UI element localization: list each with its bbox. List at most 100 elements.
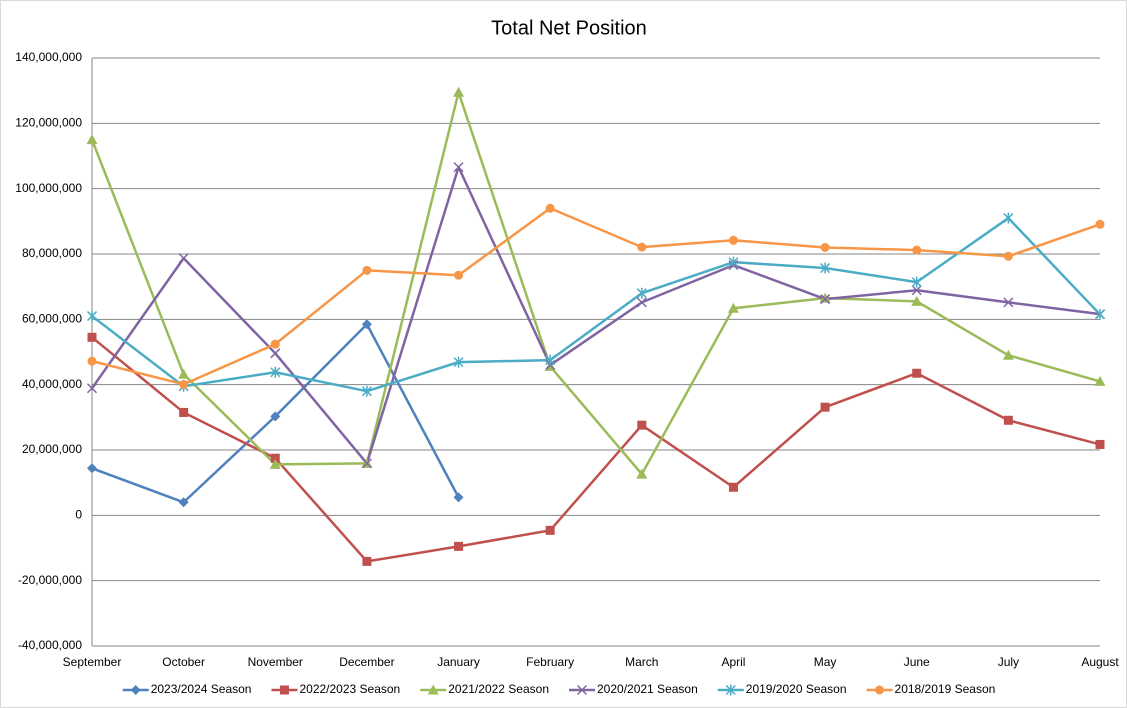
marker xyxy=(270,453,280,463)
marker xyxy=(820,402,830,412)
marker xyxy=(1094,375,1106,386)
marker xyxy=(728,482,738,492)
y-tick-label: 60,000,000 xyxy=(22,312,82,326)
marker xyxy=(820,242,830,252)
marker xyxy=(178,253,189,264)
series-line xyxy=(90,165,1101,465)
legend-label: 2021/2022 Season xyxy=(448,682,549,696)
marker xyxy=(1003,251,1013,261)
y-tick-label: 120,000,000 xyxy=(15,116,82,130)
y-tick-label: 100,000,000 xyxy=(15,181,82,195)
legend-label: 2019/2020 Season xyxy=(746,682,847,696)
x-tick-label: March xyxy=(625,655,658,669)
marker xyxy=(270,339,280,349)
x-tick-label: November xyxy=(248,655,303,669)
marker xyxy=(637,242,647,252)
legend-item: 2019/2020 Season xyxy=(717,682,847,696)
marker xyxy=(728,256,739,268)
legend-label: 2018/2019 Season xyxy=(895,682,996,696)
marker xyxy=(86,383,98,394)
marker xyxy=(453,492,464,503)
legend-item: 2018/2019 Season xyxy=(866,682,996,696)
marker xyxy=(179,379,189,389)
marker xyxy=(545,203,555,213)
marker xyxy=(279,685,289,695)
marker xyxy=(361,385,372,397)
marker xyxy=(911,285,922,296)
y-tick-label: 140,000,000 xyxy=(15,50,82,64)
y-tick-label: -40,000,000 xyxy=(18,638,82,652)
y-tick-label: 80,000,000 xyxy=(22,246,82,260)
y-tick-label: 40,000,000 xyxy=(22,377,82,391)
marker xyxy=(875,685,885,695)
marker xyxy=(361,319,372,330)
marker xyxy=(1003,415,1013,425)
x-tick-label: September xyxy=(63,655,122,669)
x-tick-label: December xyxy=(339,655,394,669)
marker xyxy=(1094,308,1106,320)
marker xyxy=(820,262,831,274)
marker xyxy=(178,497,189,508)
marker xyxy=(86,310,98,322)
marker xyxy=(912,368,922,378)
marker xyxy=(911,295,923,306)
legend-label: 2023/2024 Season xyxy=(151,682,252,696)
marker xyxy=(270,411,281,422)
marker xyxy=(453,356,464,368)
marker xyxy=(87,356,97,366)
marker xyxy=(179,407,189,417)
marker xyxy=(270,366,281,378)
legend-item: 2023/2024 Season xyxy=(122,682,252,696)
marker xyxy=(636,287,647,299)
marker xyxy=(178,368,190,379)
legend-item: 2020/2021 Season xyxy=(569,682,698,696)
marker xyxy=(1003,297,1014,308)
legend-label: 2022/2023 Season xyxy=(299,682,400,696)
marker xyxy=(269,458,281,469)
y-tick-label: -20,000,000 xyxy=(18,573,82,587)
marker xyxy=(637,420,647,430)
marker xyxy=(727,302,739,313)
y-tick-label: 0 xyxy=(75,508,82,522)
x-tick-label: August xyxy=(1081,655,1119,669)
marker xyxy=(1002,349,1014,360)
marker xyxy=(270,348,281,359)
legend-label: 2020/2021 Season xyxy=(597,682,698,696)
marker xyxy=(725,684,736,696)
marker xyxy=(819,292,831,303)
x-tick-label: February xyxy=(526,655,574,669)
marker xyxy=(427,684,439,695)
marker xyxy=(576,684,588,696)
marker xyxy=(362,265,372,275)
marker xyxy=(1095,439,1105,449)
x-tick-label: January xyxy=(437,655,480,669)
marker xyxy=(545,525,555,535)
series-line xyxy=(91,216,1101,393)
marker xyxy=(912,245,922,255)
marker xyxy=(87,332,97,342)
marker xyxy=(911,276,922,288)
x-tick-label: July xyxy=(998,655,1019,669)
marker xyxy=(454,270,464,280)
series-line xyxy=(90,91,1101,476)
marker xyxy=(1003,212,1014,224)
marker xyxy=(453,162,464,173)
marker xyxy=(636,297,647,308)
marker xyxy=(545,354,556,366)
series-line xyxy=(91,207,1101,386)
x-tick-label: April xyxy=(721,655,745,669)
chart-title: Total Net Position xyxy=(491,17,647,39)
marker xyxy=(453,86,465,97)
marker xyxy=(728,235,738,245)
y-tick-label: 20,000,000 xyxy=(22,442,82,456)
marker xyxy=(362,556,372,566)
x-tick-label: May xyxy=(814,655,837,669)
marker xyxy=(130,685,141,695)
marker xyxy=(454,541,464,551)
marker xyxy=(820,294,831,305)
x-tick-label: June xyxy=(904,655,930,669)
marker xyxy=(87,463,97,474)
